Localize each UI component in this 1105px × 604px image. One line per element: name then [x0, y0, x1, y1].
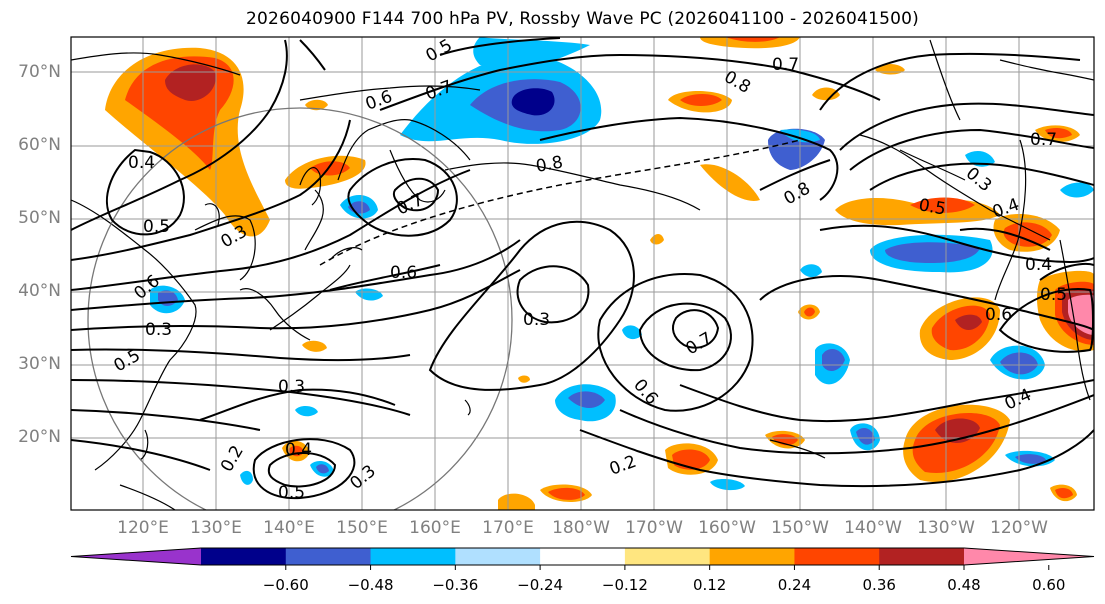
contour-label: 0.5: [917, 195, 947, 219]
colorbar-segment: [709, 548, 795, 565]
colorbar-tick-label: −0.36: [432, 576, 479, 594]
contour-label: 0.4: [128, 153, 155, 173]
colorbar-segment: [285, 548, 372, 565]
contour-label: 0.4: [285, 440, 312, 460]
contour-label: 0.3: [523, 310, 550, 330]
colorbar-tick-label: −0.24: [517, 576, 564, 594]
lon-label: 180°W: [552, 518, 610, 538]
lon-label: 170°E: [482, 518, 534, 538]
lon-label: 130°W: [917, 518, 975, 538]
colorbar-segment: [794, 548, 880, 565]
colorbar-outline: [70, 547, 1095, 566]
contour-label: 0.3: [145, 320, 172, 340]
lat-label-60n: 60°N: [18, 135, 61, 155]
figure-title: 2026040900 F144 700 hPa PV, Rossby Wave …: [246, 9, 919, 29]
colorbar-segment: [540, 548, 626, 565]
contour-label: 0.7: [1030, 130, 1057, 150]
contour-label: 0.3: [278, 377, 305, 397]
colorbar-extend-low: [71, 548, 201, 565]
contour-label: 0.4: [1025, 255, 1052, 275]
lon-label: 150°W: [771, 518, 829, 538]
colorbar-tick-label: 0.60: [1032, 576, 1066, 594]
map-frame: [70, 36, 1095, 511]
colorbar-tick-label: −0.48: [347, 576, 394, 594]
pv-contours: [71, 37, 1094, 500]
colorbar-tick-label: −0.60: [262, 576, 309, 594]
lon-label: 120°W: [990, 518, 1048, 538]
dashed-axis-line: [319, 139, 801, 266]
lon-label: 140°E: [263, 518, 315, 538]
lat-label-50n: 50°N: [18, 208, 61, 228]
contour-label: 0.5: [143, 217, 170, 237]
contour-label: 0.6: [390, 263, 417, 283]
colorbar-segment: [455, 548, 541, 565]
contour-label: 0.6: [985, 305, 1012, 325]
contour-label: 0.8: [534, 153, 564, 177]
lon-label: 160°E: [409, 518, 461, 538]
lon-label: 130°E: [190, 518, 242, 538]
lat-label-40n: 40°N: [18, 281, 61, 301]
lon-label: 140°W: [844, 518, 902, 538]
lon-label: 170°W: [625, 518, 683, 538]
lon-label: 150°E: [336, 518, 388, 538]
colorbar-tick-label: 0.48: [947, 576, 981, 594]
contour-label: 0.5: [1040, 285, 1067, 305]
colorbar-tick-label: 0.36: [862, 576, 896, 594]
colorbar-tick-label: 0.24: [777, 576, 812, 594]
colorbar-tick-label: −0.12: [601, 576, 648, 594]
lon-label: 120°E: [117, 518, 169, 538]
lon-label: 160°W: [698, 518, 756, 538]
lat-label-30n: 30°N: [18, 354, 61, 374]
colorbar-segment: [624, 548, 711, 565]
colorbar-segment: [370, 548, 456, 565]
contour-label: 0.5: [278, 483, 305, 503]
reference-circle: [87, 107, 513, 510]
colorbar: [70, 547, 1095, 570]
contour-label: 0.7: [772, 55, 799, 75]
colorbar-extend-high: [964, 548, 1094, 565]
lat-label-70n: 70°N: [18, 62, 61, 82]
graticule: [71, 37, 1094, 510]
colorbar-segment: [879, 548, 965, 565]
colorbar-segment: [201, 548, 287, 565]
lat-label-20n: 20°N: [18, 427, 61, 447]
colorbar-tick-label: 0.12: [692, 576, 727, 594]
